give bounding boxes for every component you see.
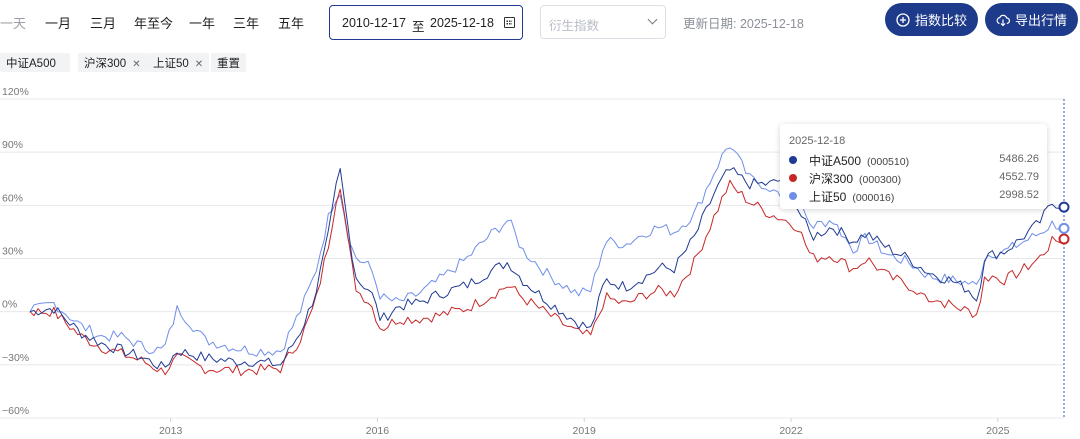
series-dot bbox=[789, 174, 797, 182]
start-date[interactable]: 2010-12-17 bbox=[342, 16, 406, 30]
range-tab[interactable]: 一年 bbox=[189, 16, 216, 31]
compare-index-button[interactable]: 指数比较 bbox=[885, 3, 978, 36]
endpoint-markers bbox=[1058, 201, 1070, 245]
x-tick-label: 2025 bbox=[986, 425, 1010, 437]
series-code: (000300) bbox=[859, 174, 902, 186]
calendar-icon[interactable] bbox=[504, 17, 515, 28]
x-tick-label: 2016 bbox=[366, 425, 390, 437]
close-icon[interactable]: ✕ bbox=[132, 59, 141, 70]
derivative-index-placeholder: 衍生指数 bbox=[549, 19, 600, 33]
range-tab[interactable]: 年至今 bbox=[134, 16, 174, 31]
tooltip-row-csi-a500: 中证A500 (000510) 5486.26 bbox=[789, 152, 1039, 168]
series-code: (000510) bbox=[867, 156, 910, 168]
series-dot bbox=[789, 192, 797, 200]
series-code: (000016) bbox=[852, 192, 895, 204]
y-tick-label: 0% bbox=[2, 299, 17, 311]
y-tick-label: 120% bbox=[2, 86, 29, 98]
series-endpoint-marker bbox=[1058, 233, 1070, 245]
y-tick-label: 60% bbox=[2, 192, 23, 204]
tooltip-row-csi-300: 沪深300 (000300) 4552.79 bbox=[789, 170, 1039, 186]
series-name: 上证50 bbox=[809, 190, 847, 204]
tooltip-row-sse-50: 上证50 (000016) 2998.52 bbox=[789, 188, 1039, 204]
tooltip-date: 2025-12-18 bbox=[789, 135, 846, 147]
x-tick-label: 2019 bbox=[573, 425, 597, 437]
series-value: 5486.26 bbox=[999, 153, 1039, 165]
range-tab[interactable]: 一月 bbox=[45, 16, 72, 31]
series-lines bbox=[29, 147, 1065, 377]
tag-sse-50: 上证50 ✕ bbox=[147, 53, 210, 72]
close-icon[interactable]: ✕ bbox=[194, 59, 204, 70]
series-line bbox=[29, 167, 1065, 370]
export-quotes-button[interactable]: 导出行情 bbox=[985, 3, 1078, 36]
x-tick-label: 2022 bbox=[779, 425, 803, 437]
y-tick-label: 30% bbox=[2, 246, 23, 258]
derivative-index-select[interactable]: 衍生指数 bbox=[540, 5, 666, 39]
x-axis: 2013 2016 2019 2022 2025 bbox=[159, 418, 1010, 437]
end-date[interactable]: 2025-12-18 bbox=[430, 16, 494, 30]
plus-circle-icon bbox=[896, 12, 910, 27]
series-endpoint-marker bbox=[1058, 222, 1070, 234]
tag-label: 上证50 bbox=[153, 58, 189, 70]
reset-label: 重置 bbox=[217, 58, 240, 70]
date-range-picker[interactable]: 2010-12-17 至 2025-12-18 bbox=[329, 5, 523, 40]
y-axis: 120% 90% 60% 30% 0% −30% −60% bbox=[2, 86, 29, 417]
series-name: 中证A500 bbox=[809, 154, 862, 168]
series-value: 2998.52 bbox=[999, 189, 1039, 201]
y-tick-label: 90% bbox=[2, 139, 23, 151]
tag-label: 沪深300 bbox=[84, 58, 127, 70]
y-tick-label: −60% bbox=[2, 405, 29, 417]
compare-index-label: 指数比较 bbox=[914, 13, 967, 28]
series-dot bbox=[789, 156, 797, 164]
series-line bbox=[29, 147, 1065, 357]
cloud-download-icon bbox=[996, 14, 1010, 26]
y-tick-label: −30% bbox=[2, 352, 29, 364]
series-value: 4552.79 bbox=[999, 171, 1039, 183]
export-quotes-label: 导出行情 bbox=[1014, 13, 1067, 28]
range-tab[interactable]: 三年 bbox=[233, 16, 260, 31]
update-date: 更新日期: 2025-12-18 bbox=[683, 17, 804, 31]
series-endpoint-marker bbox=[1058, 201, 1070, 213]
tag-label: 中证A500 bbox=[6, 58, 56, 70]
toolbar: 一天 一月 三月 年至今 一年 三年 五年 2010-12-17 至 2025-12-18 … bbox=[0, 0, 1080, 44]
series-name: 沪深300 bbox=[809, 172, 854, 186]
range-tab: 一天 bbox=[0, 16, 27, 31]
tag-csi-300: 沪深300 ✕ bbox=[78, 53, 147, 72]
x-tick-label: 2013 bbox=[159, 425, 183, 437]
reset-button[interactable]: 重置 bbox=[211, 53, 246, 72]
range-tab[interactable]: 五年 bbox=[278, 16, 305, 31]
chart-tooltip: 2025-12-18 中证A500 (000510) 5486.26 沪深300 (… bbox=[780, 124, 1047, 209]
range-tab[interactable]: 三月 bbox=[90, 16, 117, 31]
date-separator: 至 bbox=[412, 20, 425, 34]
series-line bbox=[29, 179, 1065, 377]
tag-csi-a500: 中证A500 bbox=[0, 53, 70, 72]
